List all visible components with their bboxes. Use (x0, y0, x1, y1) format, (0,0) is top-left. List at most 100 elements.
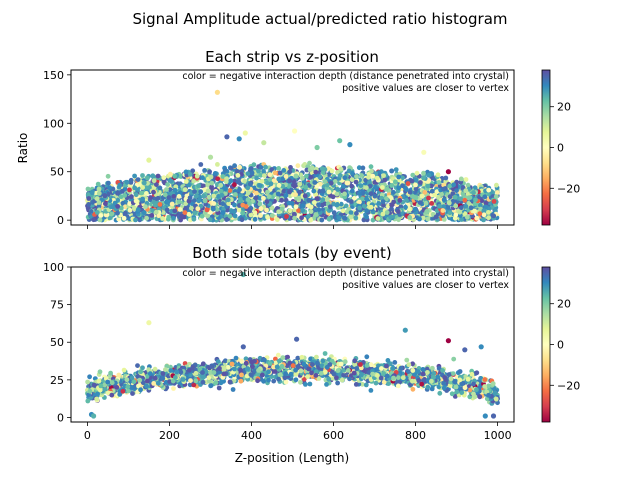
scatter-point (404, 187, 409, 193)
scatter-point (412, 207, 418, 212)
scatter-point-outlier (314, 144, 320, 151)
scatter-point (206, 194, 212, 200)
scatter-point (118, 194, 124, 200)
scatter-point (483, 204, 489, 210)
scatter-point (107, 215, 113, 221)
scatter-point (462, 197, 468, 203)
scatter-point (451, 356, 457, 362)
scatter-point (143, 204, 148, 210)
scatter-point (307, 381, 313, 387)
scatter-point (182, 210, 188, 216)
scatter-point (381, 379, 387, 385)
scatter-point (357, 205, 362, 211)
scatter-point (262, 173, 267, 179)
scatter-point (241, 195, 247, 201)
scatter-point (326, 216, 332, 222)
scatter-point (357, 199, 362, 205)
scatter-point (117, 182, 123, 188)
scatter-point (296, 195, 302, 201)
scatter-point (368, 164, 374, 170)
scatter-point (440, 368, 445, 373)
scatter-point (348, 210, 354, 216)
scatter-point-outlier (224, 134, 230, 140)
scatter-point (94, 210, 100, 215)
scatter-point (364, 214, 369, 220)
scatter-point (265, 214, 270, 220)
scatter-point (140, 173, 145, 178)
scatter-point (167, 171, 173, 177)
scatter-point (178, 174, 184, 179)
scatter-point (486, 210, 491, 215)
scatter-point (330, 194, 336, 200)
scatter-point (239, 168, 245, 174)
scatter-point (341, 183, 346, 189)
scatter-point (457, 369, 463, 374)
scatter-point (313, 169, 319, 175)
scatter-point (145, 175, 150, 181)
scatter-point (223, 358, 228, 364)
scatter-point (237, 187, 242, 193)
scatter-point (85, 205, 91, 211)
scatter-point (242, 178, 248, 184)
scatter-point (482, 194, 488, 200)
scatter-point (374, 175, 380, 181)
scatter-point (218, 189, 224, 194)
scatter-point (331, 210, 337, 216)
scatter-point (253, 190, 259, 196)
scatter-point (201, 193, 207, 199)
scatter-point (357, 190, 362, 196)
scatter-point (479, 198, 485, 204)
scatter-point (334, 191, 340, 197)
scatter-point (463, 188, 469, 194)
scatter-point (207, 217, 213, 223)
scatter-point (315, 360, 320, 366)
scatter-point (200, 361, 206, 367)
scatter-point (420, 215, 426, 221)
scatter-point (94, 196, 100, 202)
scatter-point (209, 184, 215, 190)
scatter-point (385, 203, 391, 209)
scatter-point (215, 176, 221, 182)
scatter-point (279, 206, 285, 212)
scatter-point (107, 185, 112, 191)
scatter-point (222, 167, 228, 173)
scatter-point (336, 215, 342, 221)
scatter-point (458, 176, 464, 182)
scatter-point (283, 174, 289, 179)
scatter-point (391, 189, 396, 195)
scatter-point (109, 211, 114, 217)
scatter-point (308, 217, 314, 223)
scatter-point (238, 197, 243, 202)
scatter-point (297, 181, 303, 187)
scatter-point (451, 182, 457, 188)
scatter-point (273, 360, 278, 366)
scatter-point (417, 216, 422, 222)
scatter-point (254, 175, 259, 181)
scatter-point (98, 213, 104, 218)
scatter-point (459, 217, 464, 222)
scatter-point (491, 213, 497, 219)
scatter-point (312, 200, 317, 205)
scatter-point (342, 191, 347, 197)
scatter-point (319, 166, 325, 172)
scatter-point (122, 193, 128, 198)
subplot-top-colorbar (541, 69, 551, 226)
scatter-point (118, 205, 124, 211)
scatter-point (372, 180, 378, 185)
scatter-point (366, 174, 371, 180)
scatter-point (157, 202, 163, 207)
scatter-point (441, 197, 447, 203)
scatter-point (210, 206, 216, 212)
scatter-point (445, 205, 451, 210)
scatter-point (232, 213, 238, 219)
scatter-point (236, 207, 242, 213)
scatter-point (234, 169, 240, 175)
scatter-point (198, 162, 204, 167)
scatter-point (491, 199, 497, 204)
scatter-point (266, 377, 271, 383)
scatter-point (296, 208, 301, 214)
scatter-point (214, 207, 220, 212)
scatter-point (342, 216, 348, 221)
scatter-point (263, 164, 268, 170)
scatter-point (319, 363, 325, 369)
